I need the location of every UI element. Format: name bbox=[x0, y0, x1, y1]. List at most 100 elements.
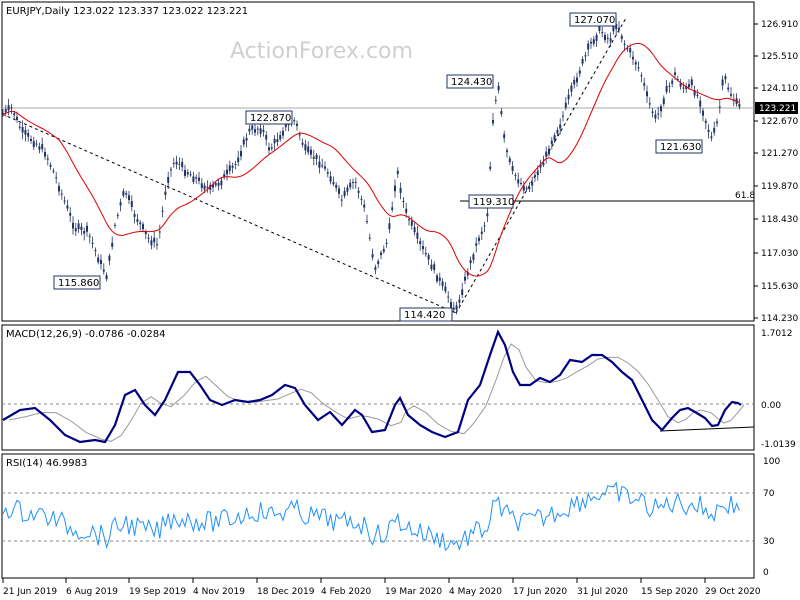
candle-body bbox=[550, 140, 553, 145]
price-annotation-label: 114.420 bbox=[404, 310, 445, 321]
candle-body bbox=[581, 58, 584, 64]
candle-body bbox=[542, 162, 545, 166]
macd-signal-line bbox=[8, 343, 745, 442]
price-annotation-box bbox=[446, 74, 494, 89]
candle-body bbox=[282, 130, 284, 136]
candle-body bbox=[503, 134, 506, 139]
candle-body bbox=[606, 37, 609, 39]
price-annotation-box bbox=[53, 275, 101, 290]
rsi-y-axis: 100 70 30 0 bbox=[763, 457, 780, 578]
candle-body bbox=[564, 102, 567, 108]
candle-body bbox=[340, 199, 343, 201]
x-tick-label: 21 Jun 2019 bbox=[3, 587, 57, 597]
candle-body bbox=[534, 175, 536, 177]
candle-body bbox=[206, 186, 209, 188]
macd-line bbox=[2, 329, 742, 444]
candle-body bbox=[265, 135, 268, 140]
price-tick-label: 119.870 bbox=[761, 182, 798, 192]
candle-body bbox=[346, 187, 349, 192]
candle-body bbox=[220, 180, 223, 186]
candle-body bbox=[528, 187, 531, 190]
candle-body bbox=[562, 115, 564, 117]
current-price-tag bbox=[755, 102, 798, 114]
candle-body bbox=[178, 163, 181, 165]
candle-body bbox=[718, 106, 721, 108]
rsi-tick-label: 30 bbox=[763, 537, 775, 547]
candle-body bbox=[52, 170, 55, 172]
candle-body bbox=[296, 123, 298, 126]
macd-tick-label: 0.00 bbox=[761, 401, 781, 411]
candle-body bbox=[525, 188, 528, 190]
candle-body bbox=[259, 128, 262, 134]
candle-body bbox=[455, 305, 458, 310]
candle-body bbox=[198, 177, 200, 181]
candle-body bbox=[634, 62, 637, 65]
candle-body bbox=[189, 174, 192, 176]
candle-body bbox=[601, 32, 604, 34]
price-y-axis: 126.910 125.510 124.110 122.670 121.270 119.8… bbox=[754, 20, 798, 324]
candle-body bbox=[119, 202, 122, 206]
macd-header: MACD(12,26,9) -0.0786 -0.0284 bbox=[6, 329, 166, 340]
candle-body bbox=[377, 261, 380, 265]
candle-body bbox=[77, 223, 80, 230]
candle-body bbox=[506, 150, 508, 153]
candle-body bbox=[130, 201, 133, 207]
rsi-tick-label: 100 bbox=[763, 457, 780, 467]
candle-body bbox=[696, 94, 699, 96]
candle-body bbox=[357, 190, 360, 193]
candle-body bbox=[674, 72, 676, 75]
candle-body bbox=[609, 38, 612, 42]
candle-body bbox=[699, 100, 702, 107]
candle-body bbox=[133, 214, 136, 217]
price-panel-frame bbox=[1, 1, 755, 322]
candle-body bbox=[472, 254, 475, 260]
price-annotation-box bbox=[399, 307, 453, 322]
candle-body bbox=[559, 124, 562, 129]
candle-body bbox=[402, 200, 405, 202]
candle-body bbox=[226, 169, 228, 175]
candle-body bbox=[108, 255, 111, 261]
x-tick-label: 4 May 2020 bbox=[449, 587, 502, 597]
candle-body bbox=[32, 141, 35, 147]
candle-body bbox=[144, 231, 147, 235]
candle-body bbox=[102, 269, 105, 272]
candle-body bbox=[637, 67, 640, 69]
candle-body bbox=[391, 207, 394, 210]
candle-body bbox=[545, 151, 548, 157]
candle-body bbox=[618, 27, 620, 30]
candle-body bbox=[489, 166, 492, 169]
candle-body bbox=[371, 254, 374, 258]
candle-body bbox=[360, 198, 363, 200]
candle-body bbox=[548, 148, 550, 155]
candle-body bbox=[273, 138, 276, 144]
candle-body bbox=[72, 222, 74, 229]
candle-body bbox=[646, 91, 648, 97]
candle-body bbox=[326, 172, 329, 174]
candle-body bbox=[640, 75, 643, 77]
candle-body bbox=[660, 106, 662, 112]
candle-body bbox=[612, 26, 615, 32]
candle-body bbox=[343, 191, 346, 196]
rsi-line bbox=[2, 481, 740, 552]
candle-body bbox=[184, 170, 186, 176]
candle-body bbox=[430, 264, 433, 270]
candle-body bbox=[195, 177, 198, 179]
candle-body bbox=[590, 41, 592, 44]
candle-body bbox=[500, 111, 503, 115]
candle-body bbox=[18, 126, 21, 128]
x-tick-label: 19 Mar 2020 bbox=[385, 587, 442, 597]
candle-body bbox=[399, 188, 402, 193]
candle-body bbox=[164, 191, 167, 196]
candle-body bbox=[228, 165, 231, 171]
candle-body bbox=[242, 139, 245, 145]
candle-body bbox=[668, 85, 671, 87]
x-tick-label: 29 Oct 2020 bbox=[705, 587, 761, 597]
candle-body bbox=[458, 299, 461, 303]
candle-body bbox=[44, 152, 46, 157]
candle-body bbox=[478, 237, 480, 241]
candle-body bbox=[192, 176, 195, 182]
candle-body bbox=[105, 275, 108, 280]
price-annotation-label: 127.070 bbox=[574, 15, 615, 26]
candle-body bbox=[310, 149, 312, 155]
